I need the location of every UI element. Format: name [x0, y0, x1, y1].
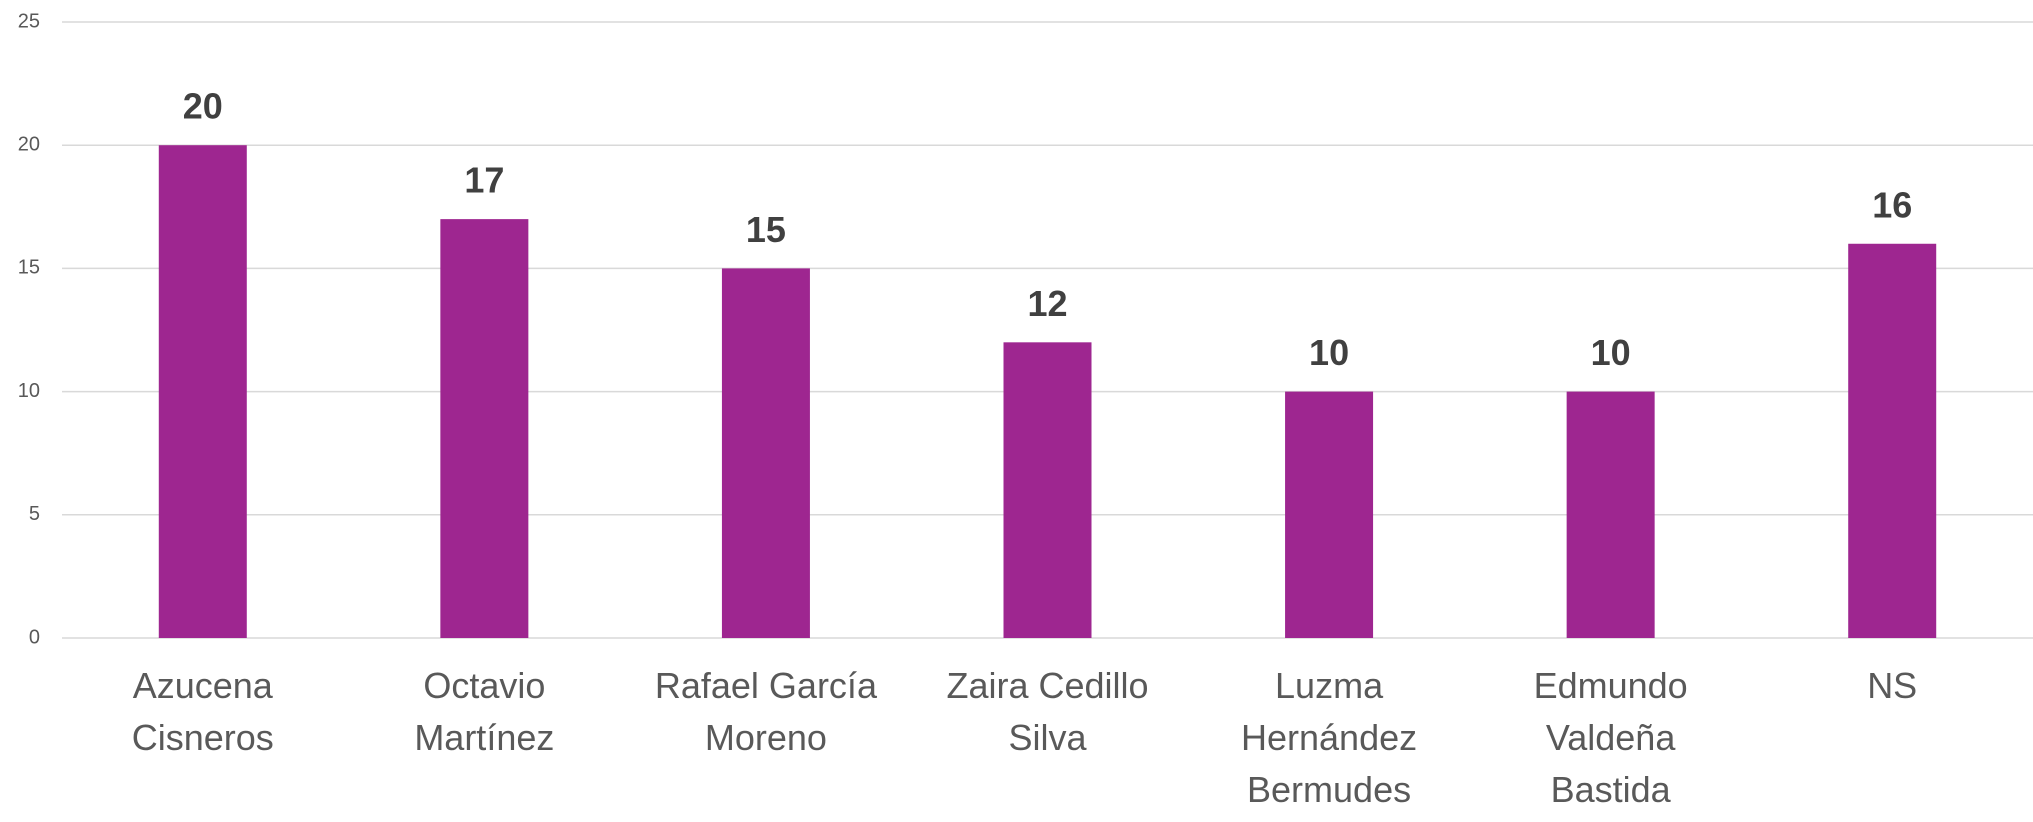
x-tick-label: Rafael García Moreno: [654, 665, 877, 758]
bar: [1848, 243, 1937, 638]
y-tick-label: 10: [18, 380, 40, 402]
value-label: 10: [1309, 332, 1349, 373]
x-tick-label: Edmundo Valdeña Bastida: [1533, 665, 1688, 810]
value-label: 17: [464, 160, 504, 201]
value-label: 15: [746, 209, 786, 250]
value-label: 12: [1027, 283, 1067, 324]
bar: [1003, 342, 1092, 638]
x-tick-label: Zaira Cedillo Silva: [946, 665, 1149, 758]
x-tick-label: Luzma Hernández Bermudes: [1241, 665, 1418, 810]
bar: [1566, 391, 1655, 638]
y-tick-label: 25: [18, 10, 40, 32]
bar: [158, 145, 247, 638]
bar: [1285, 391, 1374, 638]
y-tick-label: 0: [29, 626, 40, 648]
value-label: 16: [1872, 184, 1912, 225]
bar: [440, 219, 529, 638]
value-label: 10: [1591, 332, 1631, 373]
value-label: 20: [183, 86, 223, 127]
x-tick-label: Azucena Cisneros: [131, 665, 274, 758]
y-tick-label: 20: [18, 133, 40, 155]
bar: [721, 268, 810, 638]
y-tick-label: 15: [18, 257, 40, 279]
y-tick-label: 5: [29, 503, 40, 525]
x-tick-label: NS: [1867, 665, 1918, 706]
x-tick-label: Octavio Martínez: [414, 665, 555, 758]
